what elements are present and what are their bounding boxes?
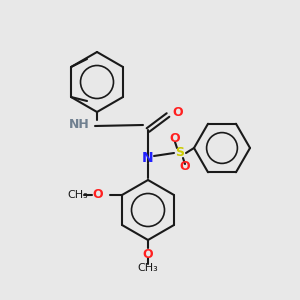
Text: O: O [143,248,153,260]
Text: O: O [180,160,190,173]
Text: O: O [173,106,183,119]
Text: N: N [142,151,154,165]
Text: CH₃: CH₃ [68,190,88,200]
Text: O: O [93,188,103,202]
Text: NH: NH [69,118,89,130]
Text: S: S [176,146,184,160]
Text: O: O [170,133,180,146]
Text: CH₃: CH₃ [138,263,158,273]
